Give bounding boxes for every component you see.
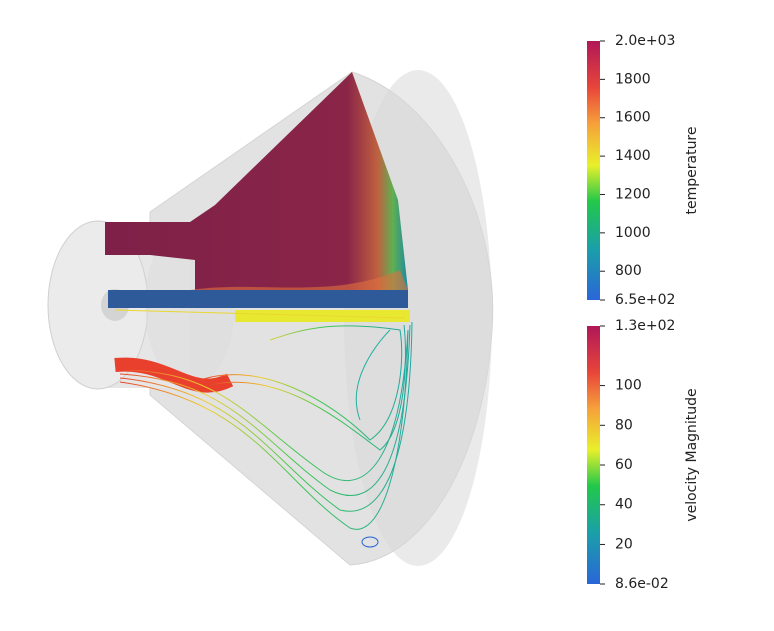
streamline bbox=[209, 324, 406, 451]
tick-label: 40 bbox=[615, 497, 633, 513]
streamlines bbox=[114, 309, 413, 548]
inlet-jet bbox=[114, 357, 234, 393]
tick-label: 1200 bbox=[615, 186, 651, 202]
colorbars: 2.0e+03 1800 1600 1400 1200 1000 800 6.5e+02 tem… bbox=[587, 33, 700, 592]
inner-pipe bbox=[108, 290, 408, 308]
streamline bbox=[119, 329, 409, 530]
streamline bbox=[355, 329, 391, 421]
tick-label: 6.5e+02 bbox=[615, 292, 675, 308]
tick-label: 60 bbox=[615, 457, 633, 473]
colorbar-title: temperature bbox=[684, 127, 700, 215]
tick-label: 1800 bbox=[615, 71, 651, 87]
tick-label: 1400 bbox=[615, 148, 651, 164]
tick-label: 100 bbox=[615, 378, 642, 394]
tick-label: 8.6e-02 bbox=[615, 576, 669, 592]
colorbar bbox=[587, 326, 600, 584]
streamline bbox=[199, 325, 403, 441]
vortex bbox=[361, 536, 379, 548]
tick-label: 1.3e+02 bbox=[615, 318, 675, 334]
streamline bbox=[119, 324, 411, 496]
flame-front bbox=[190, 270, 408, 290]
streamline bbox=[119, 329, 409, 481]
streamline bbox=[114, 309, 406, 319]
tick-label: 1600 bbox=[615, 110, 651, 126]
geometry bbox=[47, 70, 494, 566]
temperature-slice bbox=[105, 72, 408, 292]
colorbar bbox=[587, 41, 600, 300]
tick-label: 2.0e+03 bbox=[615, 33, 675, 49]
tick-label: 80 bbox=[615, 417, 633, 433]
tick-label: 800 bbox=[615, 263, 642, 279]
streamline bbox=[119, 321, 413, 512]
tick-label: 20 bbox=[615, 536, 633, 552]
tick-label: 1000 bbox=[615, 225, 651, 241]
colorbar-title: velocity Magnitude bbox=[684, 388, 700, 521]
